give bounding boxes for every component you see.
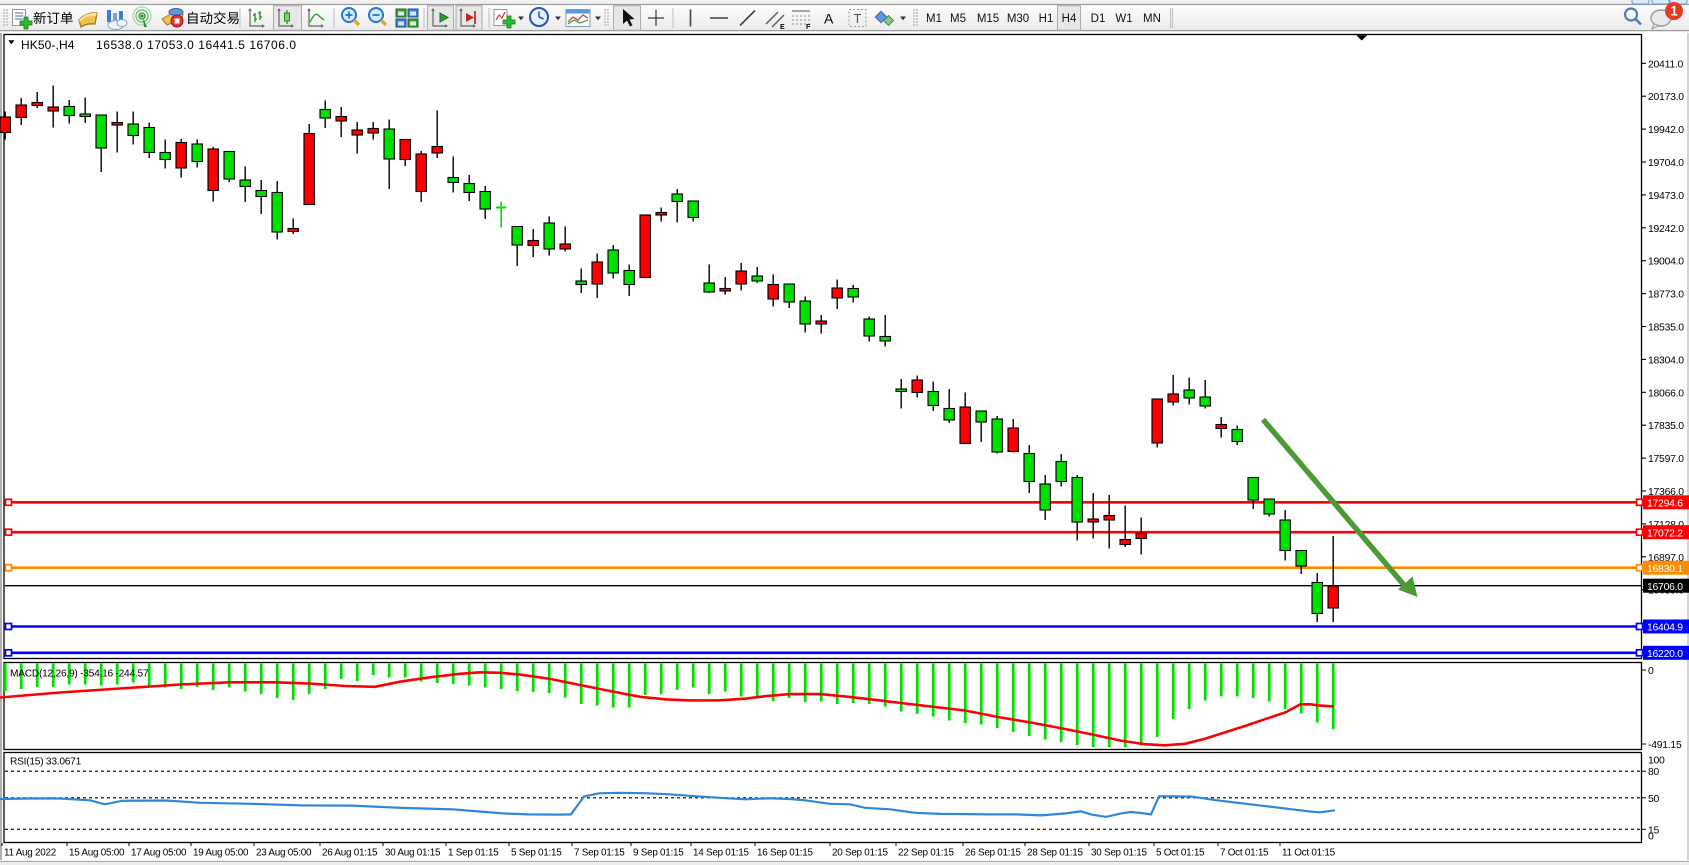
svg-text:26 Sep 01:15: 26 Sep 01:15: [965, 848, 1022, 859]
svg-text:D1: D1: [1091, 13, 1106, 25]
svg-text:18773.0: 18773.0: [1648, 290, 1684, 301]
svg-text:MN: MN: [1143, 13, 1161, 25]
svg-text:16706.0: 16706.0: [1647, 582, 1683, 593]
svg-text:-491.15: -491.15: [1648, 740, 1682, 751]
svg-text:MACD(12,26,9) -354.16 -244.57: MACD(12,26,9) -354.16 -244.57: [10, 669, 149, 680]
svg-text:M30: M30: [1007, 13, 1029, 25]
svg-text:9 Sep 01:15: 9 Sep 01:15: [633, 848, 684, 859]
svg-text:18304.0: 18304.0: [1648, 355, 1684, 366]
svg-text:26 Aug 01:15: 26 Aug 01:15: [322, 848, 378, 859]
svg-text:M5: M5: [950, 13, 966, 25]
svg-text:17 Aug 05:00: 17 Aug 05:00: [131, 848, 187, 859]
svg-text:W1: W1: [1115, 13, 1132, 25]
svg-text:19942.0: 19942.0: [1648, 125, 1684, 136]
svg-text:17072.2: 17072.2: [1647, 528, 1683, 539]
svg-text:5 Oct 01:15: 5 Oct 01:15: [1156, 848, 1205, 859]
svg-text:50: 50: [1648, 794, 1660, 805]
svg-text:22 Sep 01:15: 22 Sep 01:15: [898, 848, 955, 859]
svg-text:14 Sep 01:15: 14 Sep 01:15: [693, 848, 750, 859]
svg-text:80: 80: [1648, 767, 1660, 778]
svg-text:15 Aug 05:00: 15 Aug 05:00: [69, 848, 125, 859]
svg-text:19 Aug 05:00: 19 Aug 05:00: [193, 848, 249, 859]
svg-text:E: E: [780, 24, 785, 31]
svg-text:16538.0 17053.0 16441.5 16706.: 16538.0 17053.0 16441.5 16706.0: [96, 38, 297, 52]
svg-text:18066.0: 18066.0: [1648, 388, 1684, 399]
svg-text:16404.9: 16404.9: [1647, 623, 1683, 634]
svg-text:20173.0: 20173.0: [1648, 92, 1684, 103]
svg-text:11 Oct 01:15: 11 Oct 01:15: [1282, 848, 1336, 859]
svg-text:11 Aug 2022: 11 Aug 2022: [4, 848, 56, 859]
svg-text:F: F: [806, 24, 811, 31]
svg-text:16220.0: 16220.0: [1647, 649, 1683, 660]
svg-text:16830.1: 16830.1: [1647, 564, 1683, 575]
svg-text:0: 0: [1648, 666, 1654, 677]
svg-text:19704.0: 19704.0: [1648, 158, 1684, 169]
svg-text:17835.0: 17835.0: [1648, 421, 1684, 432]
svg-text:30 Aug 01:15: 30 Aug 01:15: [385, 848, 441, 859]
svg-text:A: A: [824, 11, 834, 27]
svg-text:7 Oct 01:15: 7 Oct 01:15: [1220, 848, 1269, 859]
svg-text:HK50-,H4: HK50-,H4: [21, 38, 75, 52]
svg-text:19473.0: 19473.0: [1648, 191, 1684, 202]
svg-text:5 Sep 01:15: 5 Sep 01:15: [511, 848, 562, 859]
svg-text:20411.0: 20411.0: [1648, 59, 1684, 70]
svg-text:0: 0: [1648, 832, 1654, 843]
svg-text:RSI(15) 33.0671: RSI(15) 33.0671: [10, 757, 82, 768]
svg-text:17597.0: 17597.0: [1648, 454, 1684, 465]
svg-text:30 Sep 01:15: 30 Sep 01:15: [1091, 848, 1148, 859]
svg-text:20 Sep 01:15: 20 Sep 01:15: [832, 848, 889, 859]
svg-text:23 Aug 05:00: 23 Aug 05:00: [256, 848, 312, 859]
svg-text:T: T: [854, 11, 862, 26]
svg-text:M15: M15: [977, 13, 999, 25]
svg-text:16897.0: 16897.0: [1648, 553, 1684, 564]
svg-text:17294.6: 17294.6: [1647, 499, 1683, 510]
svg-text:7 Sep 01:15: 7 Sep 01:15: [574, 848, 625, 859]
svg-text:28 Sep 01:15: 28 Sep 01:15: [1027, 848, 1084, 859]
svg-text:1 Sep 01:15: 1 Sep 01:15: [448, 848, 499, 859]
svg-text:H1: H1: [1039, 13, 1054, 25]
svg-text:16 Sep 01:15: 16 Sep 01:15: [757, 848, 814, 859]
svg-text:15: 15: [1648, 825, 1660, 836]
svg-text:1: 1: [1670, 4, 1678, 19]
svg-text:H4: H4: [1062, 13, 1077, 25]
svg-text:18535.0: 18535.0: [1648, 323, 1684, 334]
svg-text:100: 100: [1648, 756, 1665, 767]
svg-text:19242.0: 19242.0: [1648, 224, 1684, 235]
svg-text:19004.0: 19004.0: [1648, 257, 1684, 268]
svg-text:M1: M1: [926, 13, 942, 25]
svg-text:17366.0: 17366.0: [1648, 487, 1684, 498]
